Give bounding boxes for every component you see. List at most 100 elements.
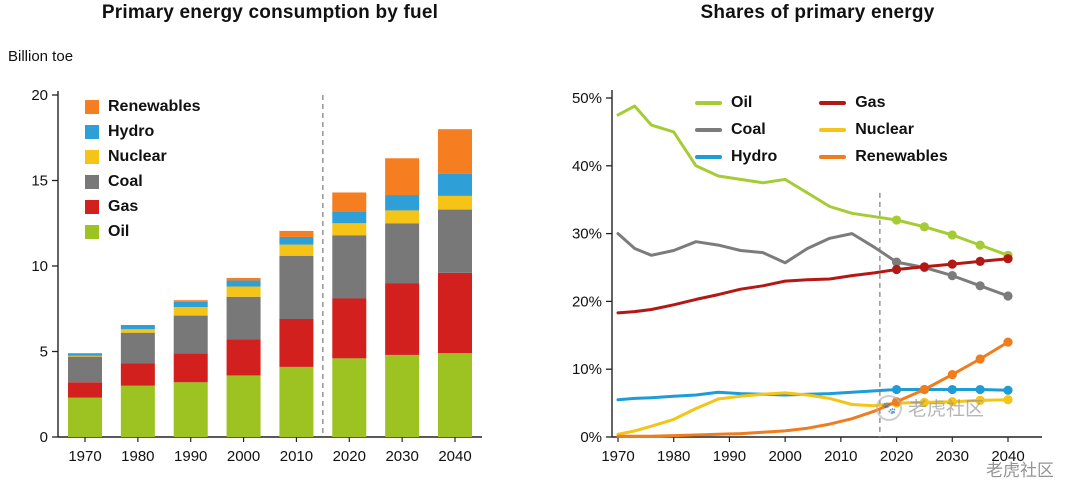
legend-label: Nuclear [108,148,167,165]
bar-segment-oil [226,375,261,437]
legend-item-hydro: Hydro [85,123,200,141]
y-tick-label: 50% [572,90,602,107]
bar-segment-hydro [226,280,261,287]
marker-hydro [1003,385,1013,395]
bar-segment-gas [385,283,420,355]
bar-segment-gas [332,298,367,359]
marker-coal [975,281,985,291]
legend-item-gas: Gas [85,198,200,216]
marker-coal [891,257,902,267]
bar-segment-nuclear [68,355,102,357]
marker-gas [919,262,930,272]
x-tick-label: 2020 [333,448,366,465]
legend-label: Coal [108,173,143,190]
bar-segment-coal [173,315,208,354]
x-tick-label: 1980 [121,448,154,465]
bar-segment-coal [68,356,102,383]
legend-column-1: Oil Coal Hydro [695,94,777,166]
legend-swatch-oil [85,225,99,239]
y-tick-label: 20% [572,293,602,310]
watermark-community: 🐾 老虎社区 [876,394,984,421]
bar-segment-coal [226,296,261,340]
x-tick-label: 2040 [991,448,1024,465]
bar-segment-nuclear [385,210,420,224]
legend-swatch-nuclear [85,150,99,164]
consumption-chart-section: Primary energy consumption by fuel Billi… [8,2,482,465]
marker-coal [1003,291,1013,301]
x-tick-label: 1990 [174,448,207,465]
bar-segment-renewables [173,300,208,302]
legend-item-coal: Coal [695,121,777,139]
bar-segment-nuclear [279,244,314,256]
bar-segment-oil [385,354,420,437]
marker-nuclear [975,395,985,405]
y-tick-label: 15 [31,173,48,190]
bar-segment-oil [438,353,472,437]
bar-segment-gas [173,353,208,383]
bar-segment-hydro [173,301,208,308]
bar-segment-oil [173,382,208,437]
legend-label: Hydro [108,123,155,140]
bar-segment-oil [279,366,314,437]
legend-label: Gas [108,198,139,215]
marker-renewables [947,370,957,380]
consumption-chart-title: Primary energy consumption by fuel [101,2,439,23]
legend-swatch-hydro [695,155,722,159]
x-tick-label: 1970 [601,448,634,465]
y-tick-label: 40% [572,158,602,175]
watermark-footer: 老虎社区 [986,456,1054,480]
marker-hydro [947,384,957,395]
legend-swatch-gas [85,200,99,214]
x-tick-label: 2030 [385,448,418,465]
legend-label: Renewables [108,98,201,115]
shares-chart-section: Shares of primary energy 0% 10% 20% 30% 40% 5… [555,0,1080,480]
bar-segment-gas [438,272,472,354]
legend-item-oil: Oil [85,223,200,241]
marker-hydro [975,384,985,395]
line-coal [616,232,1010,298]
bar-segment-renewables [279,230,314,237]
marker-gas [975,256,985,266]
legend-item-renewables: Renewables [85,98,200,116]
x-tick-label: 2000 [768,448,801,465]
bar-segment-gas [279,319,314,367]
bar-segment-coal [120,332,155,364]
x-tick-label: 2040 [438,448,471,465]
bar-segment-renewables [332,192,367,212]
shares-line-chart: 0% 10% 20% 30% 40% 50% 1970 1980 1990 2000 2010 202… [572,90,1042,465]
marker-hydro [891,384,902,395]
x-tick-label: 2030 [936,448,969,465]
x-tick-label: 1970 [68,448,101,465]
line-renewables [616,340,1010,438]
watermark-text: 老虎社区 [908,399,985,420]
legend-swatch-coal [695,128,722,132]
bar-segment-oil [332,358,367,437]
bar-segment-renewables [385,158,420,196]
line-gas [616,257,1010,315]
bar-segment-coal [385,223,420,284]
consumption-bar-chart: 0 5 10 15 20 1970 1980 1990 2000 2010 2020 2030 2040 [31,87,482,465]
legend-item-oil: Oil [695,94,777,112]
bar-segment-hydro [68,353,102,356]
bar-segment-coal [279,255,314,320]
marker-oil [975,240,985,250]
bar-segment-hydro [120,324,155,330]
marker-oil [919,222,930,232]
bar-segment-gas [120,363,155,386]
legend-swatch-gas [819,101,847,105]
marker-nuclear [919,397,930,408]
shares-chart-title: Shares of primary energy [700,2,935,23]
tiger-logo-icon: 🐾 [876,394,902,421]
y-tick-label: 0 [40,429,48,446]
legend-swatch-renewables [819,155,847,159]
bar-segment-hydro [385,195,420,211]
x-tick-label: 2000 [227,448,260,465]
bar-segment-nuclear [438,195,472,210]
legend-label: Hydro [731,148,778,165]
marker-gas [947,259,957,269]
watermark-footer-text: 老虎社区 [986,461,1054,480]
bar-segment-oil [68,397,102,437]
bar-segment-oil [120,385,155,437]
marker-nuclear [1003,395,1013,405]
